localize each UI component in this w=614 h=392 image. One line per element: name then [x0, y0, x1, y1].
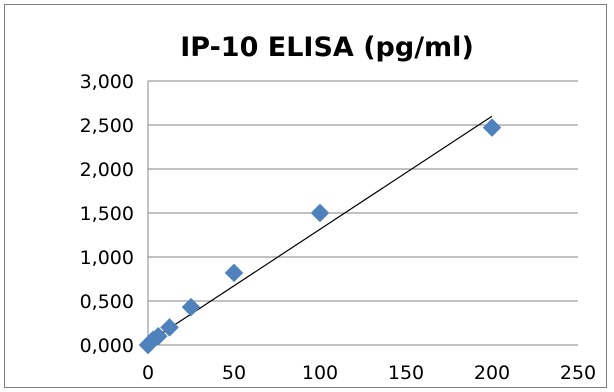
trendline-group [147, 115, 493, 343]
data-point-marker [482, 118, 502, 137]
data-point-marker [160, 318, 179, 337]
gridlines [148, 80, 578, 302]
y-axis: 0,000 0,500 1,000 1,500 2,000 2,500 3,000 [80, 71, 149, 357]
chart-title: IP-10 ELISA (pg/ml) [180, 32, 474, 63]
x-tick-label: 0 [142, 362, 154, 384]
x-tick-label: 150 [388, 362, 424, 384]
x-tick-label: 250 [560, 362, 596, 384]
x-tick-label: 50 [222, 362, 246, 384]
data-points [138, 118, 502, 355]
data-point-marker [224, 263, 244, 283]
y-tick-label: 0,500 [80, 291, 134, 313]
y-tick-label: 2,000 [80, 159, 134, 181]
data-point-marker [310, 203, 330, 223]
trendline [147, 115, 493, 343]
data-point-marker [148, 326, 168, 346]
x-tick-label: 100 [302, 362, 338, 384]
y-tick-label: 1,000 [80, 247, 134, 269]
x-tick-label: 200 [474, 362, 510, 384]
chart-frame [4, 4, 607, 388]
y-tick-label: 2,500 [80, 115, 134, 137]
y-tick-label: 0,000 [80, 335, 134, 357]
data-point-marker [181, 297, 201, 317]
y-tick-label: 3,000 [80, 71, 134, 93]
y-tick-label: 1,500 [80, 203, 134, 225]
x-axis: 0 50 100 150 200 250 [142, 344, 596, 384]
